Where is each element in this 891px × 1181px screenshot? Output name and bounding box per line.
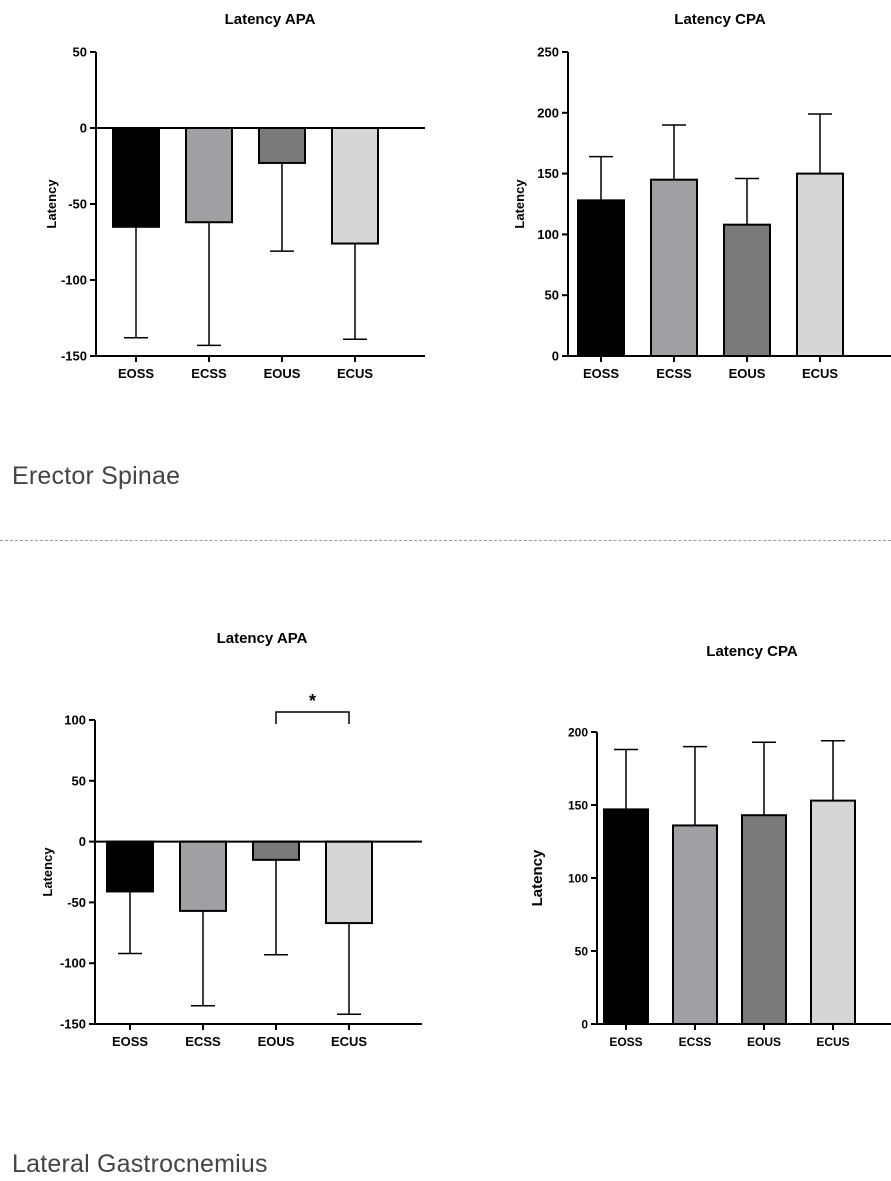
bar-ecss — [179, 840, 227, 912]
chart-title: Latency CPA — [706, 643, 798, 660]
chart-title: Latency CPA — [674, 11, 766, 28]
y-tick-label: 0 — [552, 349, 559, 364]
x-tick-label-ecss: ECSS — [679, 1035, 712, 1049]
y-tick-label: -150 — [61, 349, 87, 364]
x-tick-label-eoss: EOSS — [118, 366, 154, 381]
y-tick-label: 200 — [568, 726, 588, 740]
section-label-lateral-gastrocnemius: Lateral Gastrocnemius — [12, 1150, 268, 1178]
y-tick-label: 50 — [72, 773, 86, 788]
section-label-erector-spinae: Erector Spinae — [12, 462, 181, 490]
y-tick-label: -50 — [68, 197, 87, 212]
chart-3: Latency APA Latency EOSS ECSS EOUS ECUS 100 50 0… — [40, 630, 422, 1049]
x-tick-label-eoss: EOSS — [609, 1035, 642, 1049]
chart-4: Latency CPA Latency EOSS ECSS EOUS ECUS 200 150… — [529, 643, 891, 1049]
y-axis-label: Latency — [512, 179, 527, 229]
y-tick-label: 50 — [73, 45, 87, 60]
x-tick-label-ecus: ECUS — [816, 1035, 849, 1049]
y-tick-label: -150 — [60, 1017, 86, 1032]
bar-eoss — [106, 840, 154, 893]
y-tick-label: 200 — [537, 105, 559, 120]
x-tick-label-eous: EOUS — [729, 366, 766, 381]
bar-eoss — [603, 808, 649, 1025]
y-tick-label: -100 — [60, 956, 86, 971]
y-tick-label: 50 — [575, 945, 589, 959]
x-tick-label-eoss: EOSS — [112, 1034, 148, 1049]
y-tick-label: 100 — [537, 227, 559, 242]
y-tick-label: -100 — [61, 273, 87, 288]
y-tick-label: 0 — [79, 834, 86, 849]
bar-ecus — [325, 840, 373, 925]
x-tick-label-ecss: ECSS — [185, 1034, 221, 1049]
bar-ecss — [672, 824, 718, 1025]
bar-ecss — [650, 178, 698, 357]
chart-2: Latency CPA Latency EOSS ECSS EOUS ECUS 250 200… — [512, 11, 891, 381]
x-tick-label-eous: EOUS — [258, 1034, 295, 1049]
bar-ecus — [796, 172, 844, 357]
y-axis-label: Latency — [44, 179, 59, 229]
chart-title: Latency APA — [217, 630, 308, 647]
y-axis-label: Latency — [529, 849, 546, 906]
bar-eous — [258, 127, 306, 164]
bar-ecus — [331, 127, 379, 245]
bar-eous — [741, 814, 787, 1025]
bar-eous — [723, 223, 771, 357]
y-tick-label: 150 — [537, 166, 559, 181]
y-tick-label: 0 — [80, 121, 87, 136]
significance-bracket — [275, 711, 350, 724]
bar-eous — [252, 840, 300, 861]
chart-1: Latency APA Latency EOSS ECSS EOUS ECUS 50 0 -50… — [44, 11, 425, 381]
x-tick-label-ecus: ECUS — [331, 1034, 367, 1049]
bar-ecss — [185, 127, 233, 224]
significance-marker: * — [309, 691, 316, 711]
x-tick-label-eous: EOUS — [264, 366, 301, 381]
x-tick-label-ecss: ECSS — [656, 366, 692, 381]
y-tick-label: -50 — [67, 895, 86, 910]
y-tick-label: 100 — [64, 713, 86, 728]
x-tick-label-ecus: ECUS — [802, 366, 838, 381]
y-tick-label: 50 — [545, 288, 559, 303]
x-tick-label-eous: EOUS — [747, 1035, 781, 1049]
x-tick-label-eoss: EOSS — [583, 366, 619, 381]
x-tick-label-ecus: ECUS — [337, 366, 373, 381]
y-tick-label: 150 — [568, 799, 588, 813]
chart-title: Latency APA — [225, 11, 316, 28]
y-tick-label: 100 — [568, 872, 588, 886]
bar-eoss — [577, 199, 625, 357]
x-tick-label-ecss: ECSS — [191, 366, 227, 381]
bar-eoss — [112, 127, 160, 228]
y-tick-label: 250 — [537, 45, 559, 60]
y-axis-label: Latency — [40, 847, 55, 897]
bar-ecus — [810, 799, 856, 1025]
section-divider — [0, 540, 891, 541]
y-tick-label: 0 — [581, 1018, 588, 1032]
